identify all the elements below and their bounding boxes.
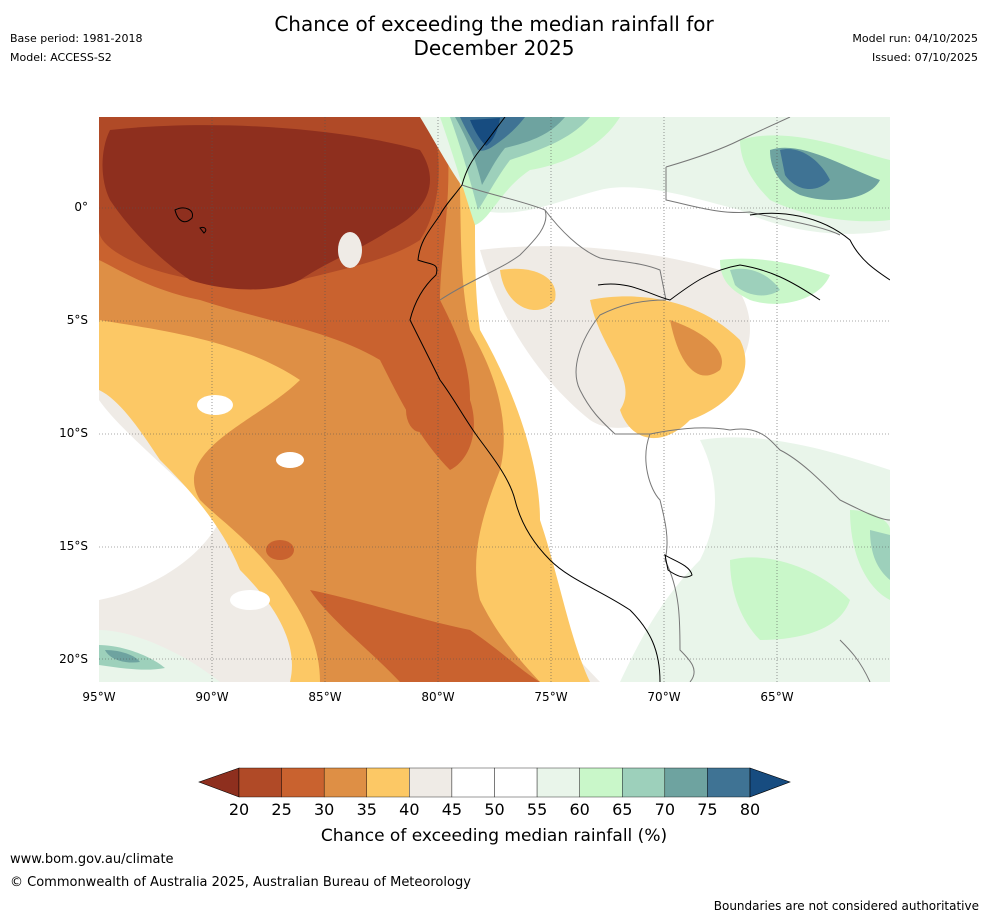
title-line-1: Chance of exceeding the median rainfall …: [274, 12, 714, 36]
lon-label-95w: 95°W: [82, 690, 116, 704]
colorbar-segment: [707, 767, 751, 798]
field-50-speck3: [276, 452, 304, 468]
colorbar-tick-label: 55: [526, 800, 548, 819]
field-80-north: [470, 118, 500, 146]
lon-label-85w: 85°W: [308, 690, 342, 704]
colorbar-segment: [409, 767, 453, 798]
colorbar-tick-label: 45: [441, 800, 463, 819]
coast-amazon-river: [597, 264, 821, 301]
lon-label-65w: 65°W: [760, 690, 794, 704]
colorbar: [198, 767, 791, 798]
colorbar-tick-label: 30: [313, 800, 335, 819]
field-70-mid: [730, 268, 780, 296]
colorbar-segment: [281, 767, 325, 798]
field-30-speck2: [266, 540, 294, 560]
footer-copyright: © Commonwealth of Australia 2025, Austra…: [10, 875, 471, 890]
footer-url[interactable]: www.bom.gov.au/climate: [10, 852, 174, 867]
country-borders: [439, 117, 890, 682]
coast-titicaca: [664, 553, 693, 578]
lon-label-90w: 90°W: [195, 690, 229, 704]
coastline: [174, 117, 890, 682]
base-period-label: Base period: 1981-2018: [10, 32, 143, 45]
coast-pacific: [409, 117, 661, 682]
border-ecuador-peru: [439, 209, 547, 301]
lat-label-15s: 15°S: [59, 539, 88, 553]
colorbar-segments: [238, 767, 751, 798]
colorbar-segment: [579, 767, 623, 798]
colorbar-segment: [664, 767, 708, 798]
colorbar-tick-label: 35: [356, 800, 377, 819]
border-peru-brazil: [575, 299, 731, 435]
border-venezuela-brazil: [665, 167, 841, 236]
lat-label-10s: 10°S: [59, 426, 88, 440]
border-bolivia-brazil: [729, 428, 890, 521]
probability-fields: [99, 117, 890, 682]
coast-galapagos: [174, 207, 194, 223]
colorbar-tick-label: 80: [739, 800, 761, 819]
field-50-speck4: [230, 590, 270, 610]
field-30-south: [310, 590, 540, 682]
colorbar-tick-label: 50: [484, 800, 505, 819]
graticule: [99, 117, 890, 682]
colorbar-low-arrow: [198, 767, 240, 798]
field-40-peru: [590, 296, 746, 439]
border-chile-bolivia: [664, 559, 695, 682]
lat-label-0: 0°: [74, 200, 88, 214]
colorbar-high-arrow: [749, 767, 791, 798]
colorbar-title: Chance of exceeding median rainfall (%): [320, 826, 668, 846]
border-peru-bolivia: [645, 433, 668, 561]
border-colombia-venezuela: [665, 117, 791, 168]
field-35-peru: [670, 320, 722, 376]
field-60-east: [730, 557, 850, 640]
colorbar-segment: [238, 767, 282, 798]
model-label: Model: ACCESS-S2: [10, 51, 112, 64]
coast-galapagos2: [199, 227, 207, 234]
field-80-ne: [780, 149, 830, 190]
field-50-speck1: [338, 232, 362, 268]
colorbar-tick-label: 40: [399, 800, 420, 819]
colorbar-tick-label: 60: [569, 800, 590, 819]
colorbar-segment: [366, 767, 410, 798]
map-title: Chance of exceeding the median rainfall …: [0, 12, 988, 60]
issued-label: Issued: 07/10/2025: [871, 51, 978, 64]
border-colombia-east: [599, 257, 667, 301]
coast-amazon-delta: [749, 212, 890, 281]
colorbar-segment: [536, 767, 580, 798]
field-50-speck2: [197, 395, 233, 415]
colorbar-tick-label: 25: [271, 800, 292, 819]
colorbar-tick-label: 65: [612, 800, 633, 819]
field-30-speck: [406, 388, 434, 432]
title-line-2: December 2025: [413, 36, 575, 60]
footer-disclaimer: Boundaries are not considered authoritat…: [713, 899, 979, 913]
field-55-sw: [99, 630, 220, 682]
lon-label-80w: 80°W: [421, 690, 455, 704]
colorbar-segment: [323, 767, 367, 798]
model-run-label: Model run: 04/10/2025: [852, 32, 978, 45]
colorbar-tick-label: 70: [654, 800, 675, 819]
lon-label-75w: 75°W: [534, 690, 568, 704]
border-colombia-ecuador: [461, 184, 601, 259]
colorbar-segment: [622, 767, 666, 798]
colorbar-segment: [494, 767, 538, 798]
lat-label-20s: 20°S: [59, 652, 88, 666]
field-40-spot1: [500, 268, 556, 310]
lon-label-70w: 70°W: [647, 690, 681, 704]
field-70-sw: [105, 650, 140, 663]
field-70-east: [870, 530, 890, 580]
lat-label-5s: 5°S: [66, 313, 88, 327]
colorbar-tick-label: 20: [228, 800, 250, 819]
border-bolivia-paraguay: [839, 639, 871, 682]
colorbar-tick-label: 75: [697, 800, 718, 819]
colorbar-segment: [451, 767, 495, 798]
